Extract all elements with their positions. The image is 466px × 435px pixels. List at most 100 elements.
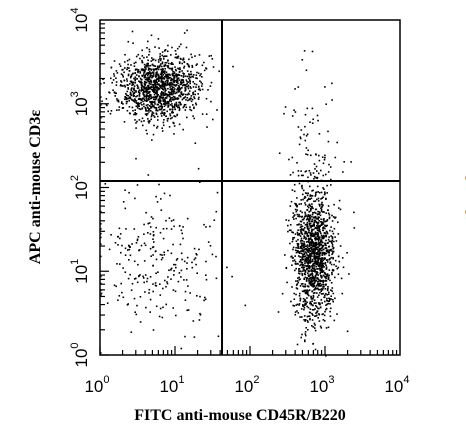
event-dot bbox=[322, 187, 324, 189]
event-dot bbox=[309, 195, 311, 197]
event-dot bbox=[310, 195, 313, 197]
event-dot bbox=[155, 97, 158, 100]
event-dot bbox=[160, 72, 163, 74]
event-dot bbox=[328, 252, 330, 254]
event-dot bbox=[192, 74, 195, 76]
event-dot bbox=[306, 232, 309, 235]
event-dot bbox=[310, 280, 312, 283]
event-dot bbox=[189, 292, 191, 294]
event-dot bbox=[308, 215, 310, 218]
event-dot bbox=[325, 355, 327, 357]
event-dot bbox=[147, 120, 150, 123]
event-dot bbox=[174, 68, 177, 71]
event-dot bbox=[147, 76, 149, 79]
event-dot bbox=[163, 113, 165, 116]
event-dot bbox=[310, 226, 312, 229]
event-dot bbox=[313, 248, 315, 250]
event-dot bbox=[309, 215, 311, 217]
event-dot bbox=[157, 98, 160, 101]
event-dot bbox=[337, 221, 339, 224]
event-dot bbox=[157, 99, 160, 102]
event-dot bbox=[309, 261, 312, 263]
event-dot bbox=[135, 157, 137, 160]
event-dot bbox=[110, 234, 112, 236]
event-dot bbox=[305, 334, 307, 337]
event-dot bbox=[320, 249, 323, 252]
event-dot bbox=[149, 247, 152, 250]
event-dot bbox=[121, 74, 124, 76]
event-dot bbox=[286, 281, 288, 284]
event-dot bbox=[143, 80, 146, 83]
event-dot bbox=[173, 270, 175, 272]
event-dot bbox=[216, 191, 219, 194]
event-dot bbox=[320, 210, 323, 213]
event-dot bbox=[315, 193, 317, 196]
event-dot bbox=[309, 250, 312, 253]
event-dot bbox=[318, 238, 321, 240]
event-dot bbox=[168, 84, 171, 87]
event-dot bbox=[162, 228, 165, 230]
event-dot bbox=[324, 263, 326, 265]
event-dot bbox=[325, 173, 327, 176]
event-dot bbox=[192, 81, 194, 83]
event-dot bbox=[307, 228, 310, 231]
event-dot bbox=[194, 257, 197, 259]
event-dot bbox=[299, 285, 302, 287]
event-dot bbox=[156, 81, 158, 84]
event-dot bbox=[100, 96, 102, 98]
event-dot bbox=[284, 106, 287, 108]
event-dot bbox=[312, 189, 314, 192]
event-dot bbox=[292, 246, 295, 249]
event-dot bbox=[315, 191, 318, 193]
event-dot bbox=[159, 53, 161, 55]
event-dot bbox=[100, 236, 102, 239]
event-dot bbox=[296, 231, 299, 234]
event-dot bbox=[150, 81, 153, 84]
event-dot bbox=[295, 203, 297, 205]
event-dot bbox=[130, 81, 133, 84]
event-dot bbox=[298, 272, 300, 274]
event-dot bbox=[315, 220, 317, 223]
event-dot bbox=[133, 297, 136, 300]
event-dot bbox=[310, 225, 312, 228]
event-dot bbox=[293, 190, 296, 193]
event-dot bbox=[117, 99, 120, 102]
event-dot bbox=[162, 70, 165, 73]
event-dot bbox=[151, 63, 154, 66]
event-dot bbox=[148, 77, 150, 79]
event-dot bbox=[304, 211, 306, 214]
event-dot bbox=[139, 296, 142, 298]
event-dot bbox=[100, 352, 102, 354]
event-dot bbox=[329, 261, 332, 263]
event-dot bbox=[314, 255, 317, 257]
event-dot bbox=[190, 73, 193, 75]
event-dot bbox=[353, 211, 355, 214]
event-dot bbox=[147, 88, 149, 90]
event-dot bbox=[117, 100, 120, 103]
event-dot bbox=[315, 280, 318, 282]
event-dot bbox=[335, 265, 337, 267]
event-dot bbox=[189, 86, 192, 88]
event-dot bbox=[305, 252, 308, 254]
event-dot bbox=[341, 257, 344, 259]
event-dot bbox=[155, 72, 157, 74]
event-dot bbox=[117, 299, 119, 301]
event-dot bbox=[309, 210, 312, 212]
event-dot bbox=[320, 234, 323, 237]
event-dot bbox=[316, 311, 318, 314]
event-dot bbox=[313, 242, 315, 245]
event-dot bbox=[143, 223, 145, 226]
event-dot bbox=[139, 72, 142, 74]
event-dot bbox=[199, 80, 201, 82]
event-dot bbox=[186, 268, 188, 270]
event-dot bbox=[150, 255, 152, 257]
event-dot bbox=[140, 120, 143, 123]
event-dot bbox=[133, 92, 136, 94]
event-dot bbox=[342, 171, 344, 173]
event-dot bbox=[317, 216, 319, 218]
event-dot bbox=[297, 86, 300, 88]
event-dot bbox=[136, 87, 139, 89]
event-dot bbox=[331, 273, 333, 276]
event-dot bbox=[302, 189, 305, 192]
event-dot bbox=[164, 75, 166, 78]
